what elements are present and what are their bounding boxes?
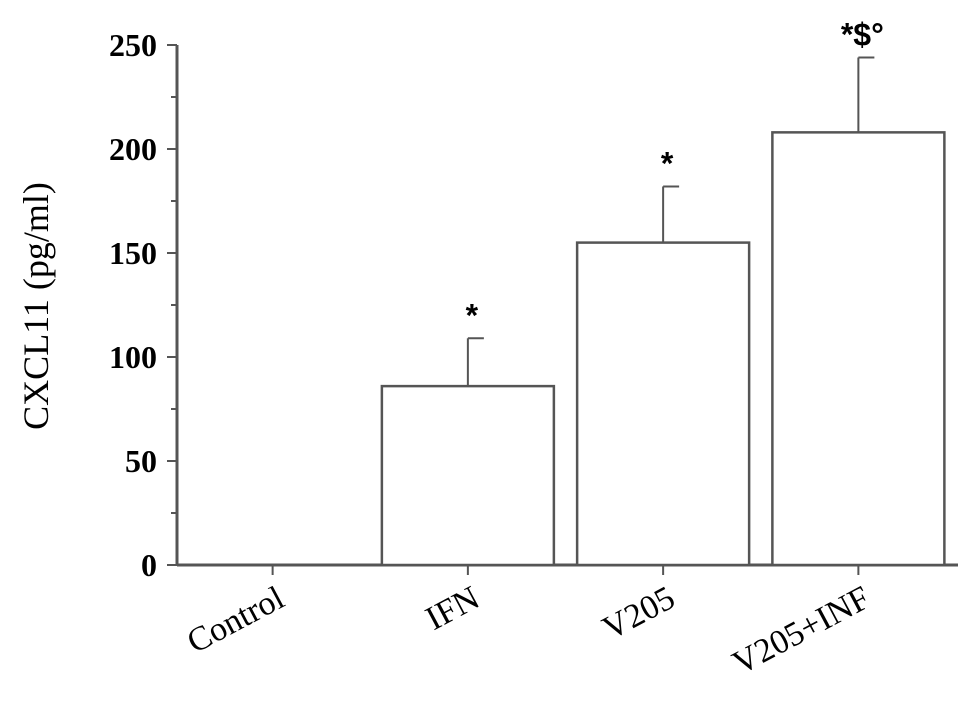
significance-label: * bbox=[466, 297, 479, 333]
significance-label: * bbox=[661, 145, 674, 181]
x-tick-label: V205 bbox=[597, 579, 681, 647]
bar bbox=[771, 131, 946, 567]
y-tick-label: 250 bbox=[109, 27, 157, 63]
x-tick-label: IFN bbox=[420, 579, 486, 637]
x-tick-label: V205+INF bbox=[727, 579, 876, 682]
y-tick-label: 150 bbox=[109, 235, 157, 271]
bar bbox=[380, 384, 556, 567]
y-tick-label: 200 bbox=[109, 131, 157, 167]
y-axis-label: CXCL11 (pg/ml) bbox=[16, 182, 56, 430]
significance-label: *$° bbox=[841, 16, 884, 52]
y-tick-label: 100 bbox=[109, 339, 157, 375]
y-tick-label: 50 bbox=[125, 443, 157, 479]
x-tick-label: Control bbox=[181, 579, 290, 660]
plot-area: 0 50 100 150 200 250 Control IFN * V205 * V205+INF *… bbox=[109, 16, 958, 682]
bar bbox=[575, 241, 751, 567]
y-tick-label: 0 bbox=[141, 547, 157, 583]
